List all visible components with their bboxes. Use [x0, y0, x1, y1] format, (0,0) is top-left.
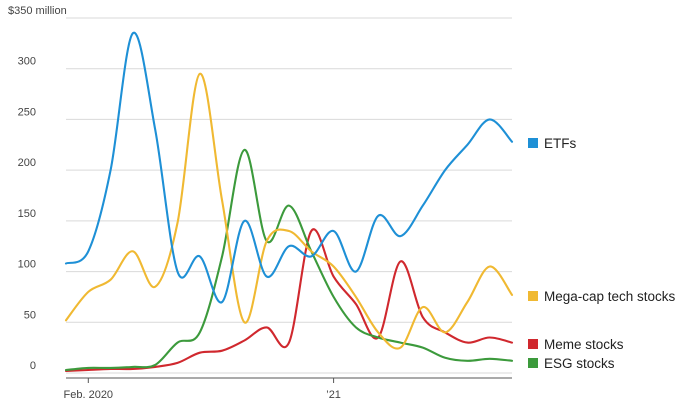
gridlines: [66, 17, 512, 374]
series-line-meme-stocks: [64, 228, 514, 373]
y-tick-label: 50: [24, 309, 36, 321]
x-tick-label: Feb. 2020: [64, 389, 114, 401]
y-axis-tick-labels: 0 50 100 150 200 250 300 $350 million: [8, 5, 67, 372]
y-tick-label: 250: [18, 106, 36, 118]
y-tick-label: 300: [18, 56, 36, 68]
series-line-etfs: [64, 31, 514, 304]
y-tick-label: 200: [18, 157, 36, 169]
legend-label: ESG stocks: [544, 356, 615, 371]
x-tick-label: ’21: [326, 389, 341, 401]
series-lines: [64, 31, 514, 373]
legend-swatch: [528, 138, 538, 148]
legend-label: ETFs: [544, 136, 576, 151]
series-line-esg-stocks: [64, 148, 514, 372]
y-tick-label: $350 million: [8, 5, 67, 17]
legend-label: Mega-cap tech stocks: [544, 289, 676, 304]
legend-swatch: [528, 339, 538, 349]
x-axis: Feb. 2020 ’21: [64, 377, 512, 401]
legend: ETFs Mega-cap tech stocks Meme stocks ESG s…: [528, 136, 676, 371]
y-tick-label: 0: [30, 360, 36, 372]
legend-swatch: [528, 358, 538, 368]
y-tick-label: 150: [18, 208, 36, 220]
legend-swatch: [528, 291, 538, 301]
legend-label: Meme stocks: [544, 337, 624, 352]
series-line-mega-cap-tech-stocks: [64, 72, 514, 350]
y-tick-label: 100: [18, 259, 36, 271]
